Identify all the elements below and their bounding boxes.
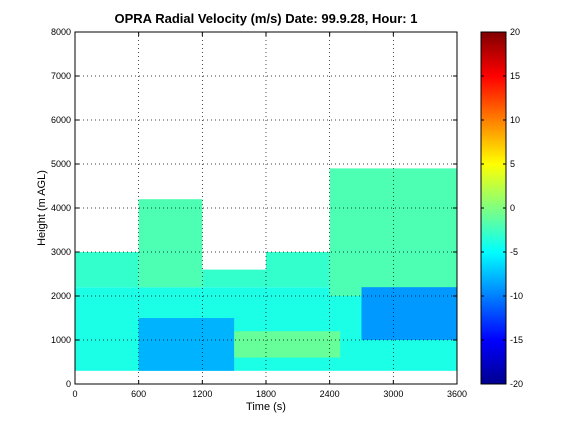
x-tick-label: 0 [72, 389, 77, 399]
x-tick-label: 1800 [256, 389, 276, 399]
y-tick-label: 6000 [51, 115, 71, 125]
y-tick-label: 1000 [51, 335, 71, 345]
heatmap-cell [266, 252, 330, 288]
colorbar-tick-label: -5 [510, 247, 518, 257]
x-axis-ticks: 0 600 1200 1800 2400 3000 3600 [72, 32, 467, 399]
colorbar [480, 31, 507, 385]
heatmap-cell [75, 252, 139, 288]
heatmap-cell [138, 199, 203, 288]
y-tick-label: 3000 [51, 247, 71, 257]
x-tick-label: 2400 [320, 389, 340, 399]
grid-lines [75, 32, 457, 384]
y-axis-label: Height (m AGL) [36, 170, 48, 246]
chart-title: OPRA Radial Velocity (m/s) Date: 99.9.28… [115, 11, 418, 26]
x-axis-label: Time (s) [246, 401, 286, 413]
colorbar-tick-label: -15 [510, 335, 523, 345]
y-tick-label: 5000 [51, 159, 71, 169]
x-tick-label: 3600 [447, 389, 467, 399]
y-tick-label: 8000 [51, 27, 71, 37]
colorbar-tick-label: 20 [510, 27, 520, 37]
colorbar-tick-label: -20 [510, 379, 523, 389]
colorbar-tick-label: 0 [510, 203, 515, 213]
heatmap-cell [234, 331, 341, 358]
heatmap-cell [202, 269, 266, 288]
colorbar-ticks: -20 -15 -10 -5 0 5 10 15 20 [481, 27, 523, 389]
y-tick-label: 7000 [51, 71, 71, 81]
y-tick-label: 2000 [51, 291, 71, 301]
y-axis-ticks: 0 1000 2000 3000 4000 5000 6000 7000 8000 [51, 27, 457, 389]
colorbar-tick-label: 15 [510, 71, 520, 81]
y-tick-label: 0 [66, 379, 71, 389]
colorbar-tick-label: 10 [510, 115, 520, 125]
colorbar-tick-label: -10 [510, 291, 523, 301]
heatmap-cell [138, 318, 235, 371]
x-tick-label: 1200 [192, 389, 212, 399]
heatmap-cell [361, 287, 457, 340]
x-tick-label: 3000 [383, 389, 403, 399]
colorbar-tick-label: 5 [510, 159, 515, 169]
x-tick-label: 600 [131, 389, 146, 399]
y-tick-label: 4000 [51, 203, 71, 213]
